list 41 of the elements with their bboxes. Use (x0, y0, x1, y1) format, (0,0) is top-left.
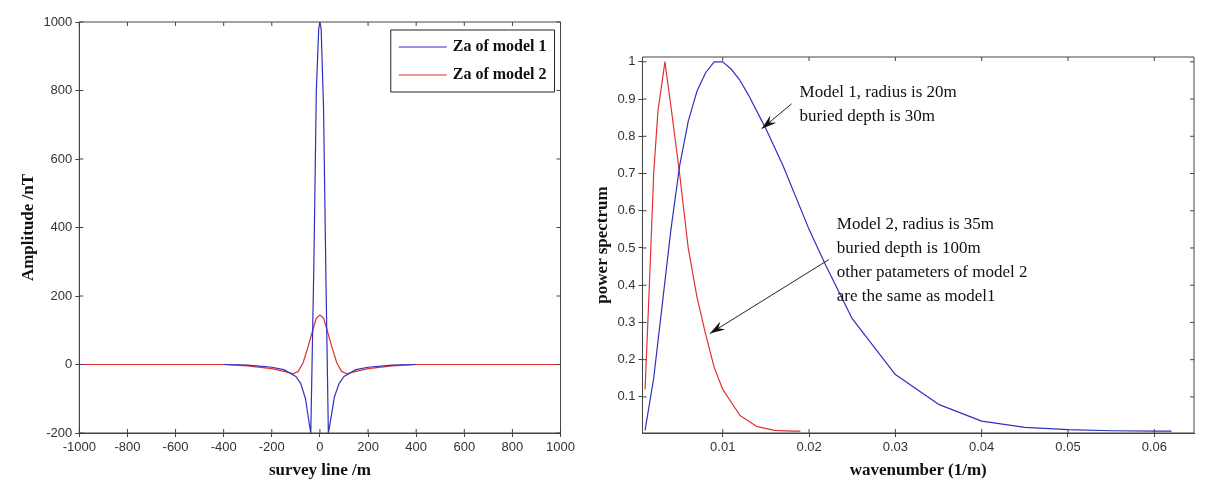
annotation: Model 1, radius is 20m buried depth is 30m (799, 81, 957, 125)
x-tick-label: 0.03 (882, 439, 909, 455)
y-tick-label: 0.4 (617, 276, 636, 292)
x-tick-label: 0 (316, 439, 324, 455)
y-tick-label: 400 (50, 219, 73, 235)
y-tick-label: 1 (628, 53, 636, 69)
legend-label: Za of model 2 (452, 65, 547, 83)
y-tick-label: 0.6 (617, 202, 636, 218)
x-tick-label: -600 (162, 439, 189, 455)
y-tick-label: 0.8 (617, 127, 636, 143)
y-tick-label: 0.9 (617, 90, 636, 106)
x-tick-label: 800 (501, 439, 524, 455)
y-tick-label: 0.7 (617, 165, 636, 181)
y-axis-title: Amplitude /nT (17, 173, 37, 282)
y-tick-label: 0 (65, 356, 73, 372)
x-tick-label: -800 (114, 439, 141, 455)
y-tick-label: 800 (50, 82, 73, 98)
x-tick-label: 600 (453, 439, 476, 455)
y-tick-label: 0.2 (617, 351, 636, 367)
x-tick-label: 1000 (546, 439, 575, 455)
x-tick-label: -400 (210, 439, 237, 455)
x-tick-label: -200 (258, 439, 285, 455)
x-tick-label: 0.06 (1141, 439, 1167, 455)
y-tick-label: 0.5 (617, 239, 636, 255)
x-tick-label: 400 (405, 439, 428, 455)
y-tick-label: -200 (46, 424, 73, 440)
y-tick-label: 0.1 (617, 388, 636, 404)
y-tick-label: 600 (50, 150, 73, 166)
x-tick-label: 0.01 (710, 439, 736, 455)
y-tick-label: 1000 (43, 13, 73, 29)
x-axis-title: survey line /m (268, 460, 371, 480)
x-tick-label: -1000 (62, 439, 96, 455)
y-tick-label: 200 (50, 287, 73, 303)
legend-label: Za of model 1 (452, 37, 547, 55)
x-tick-label: 0.05 (1055, 439, 1081, 455)
x-tick-label: 0.02 (796, 439, 822, 455)
x-tick-label: 200 (357, 439, 379, 455)
x-axis-title: wavenumber (1/m) (849, 460, 987, 480)
y-axis-title: power spectrum (591, 186, 611, 304)
y-tick-label: 0.3 (617, 314, 636, 330)
x-tick-label: 0.04 (969, 439, 995, 455)
